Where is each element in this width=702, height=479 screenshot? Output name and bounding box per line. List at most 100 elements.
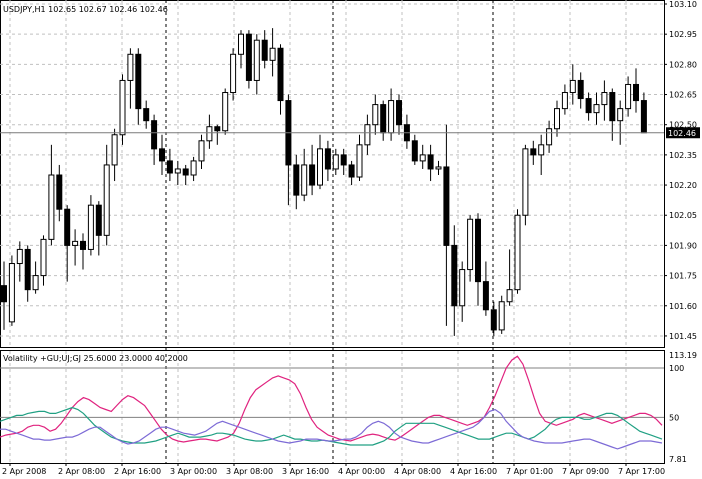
candle[interactable] — [80, 233, 86, 270]
candle[interactable] — [633, 68, 639, 113]
bull-candle-body — [269, 47, 276, 61]
candle[interactable] — [253, 34, 260, 95]
indicator-grid — [0, 351, 664, 463]
candle[interactable] — [601, 80, 608, 121]
candle[interactable] — [427, 144, 434, 182]
candle[interactable] — [119, 74, 126, 145]
time-tick-label: 4 Apr 08:00 — [394, 467, 441, 476]
bull-candle-body — [127, 53, 134, 81]
candle[interactable] — [546, 120, 553, 153]
candle[interactable] — [554, 100, 560, 137]
candle[interactable] — [214, 124, 221, 145]
candle[interactable] — [617, 100, 624, 145]
candle[interactable] — [95, 201, 102, 256]
price-tick-label: 102.95 — [669, 30, 697, 39]
candles-layer[interactable] — [1, 28, 647, 336]
candle[interactable] — [182, 164, 189, 186]
candle[interactable] — [538, 134, 545, 175]
candle[interactable] — [269, 28, 276, 77]
candle[interactable] — [143, 100, 150, 129]
candle[interactable] — [451, 225, 458, 336]
bull-candle-body — [554, 108, 560, 130]
candle[interactable] — [159, 134, 165, 175]
candle[interactable] — [190, 156, 197, 182]
candle[interactable] — [309, 144, 316, 196]
bear-candle-body — [245, 33, 252, 81]
candle[interactable] — [206, 114, 213, 149]
candle[interactable] — [625, 76, 632, 117]
candle[interactable] — [317, 134, 323, 190]
candle[interactable] — [332, 148, 339, 175]
candle[interactable] — [238, 30, 244, 69]
candle[interactable] — [56, 164, 63, 222]
candle[interactable] — [435, 160, 442, 175]
current-price-label: 102.46 — [668, 129, 696, 138]
candle[interactable] — [459, 261, 466, 322]
time-tick-label: 2 Apr 16:00 — [114, 467, 161, 476]
candle[interactable] — [127, 48, 134, 109]
candle[interactable] — [135, 48, 142, 125]
candle[interactable] — [411, 134, 418, 165]
candle[interactable] — [16, 241, 23, 282]
candle[interactable] — [506, 249, 513, 306]
candle[interactable] — [8, 255, 15, 326]
candle[interactable] — [514, 209, 521, 294]
bear-candle-body — [95, 204, 102, 236]
price-tick-label: 102.65 — [669, 91, 697, 100]
bull-candle-body — [332, 154, 339, 170]
candle[interactable] — [585, 92, 592, 121]
bull-candle-body — [467, 218, 474, 271]
candle[interactable] — [198, 134, 205, 169]
candle[interactable] — [356, 134, 363, 182]
candle[interactable] — [174, 160, 181, 186]
candle[interactable] — [222, 88, 229, 135]
bull-candle-body — [230, 53, 237, 94]
candle[interactable] — [245, 30, 252, 89]
indicator-lines[interactable] — [0, 355, 663, 450]
candle[interactable] — [32, 261, 39, 294]
candle[interactable] — [340, 148, 347, 175]
candle[interactable] — [396, 94, 402, 135]
candle[interactable] — [230, 48, 237, 101]
candle[interactable] — [48, 144, 55, 246]
candle[interactable] — [372, 94, 379, 135]
candle[interactable] — [348, 160, 355, 186]
candle[interactable] — [522, 144, 529, 226]
candle[interactable] — [40, 235, 47, 286]
candle[interactable] — [166, 148, 173, 182]
candle[interactable] — [324, 140, 331, 182]
candle[interactable] — [609, 88, 616, 141]
candle[interactable] — [364, 114, 371, 155]
bear-candle-body — [427, 154, 434, 170]
price-axis[interactable]: 103.10 102.95 102.80 102.65 102.50 102.35 102.… — [664, 0, 697, 341]
candle[interactable] — [498, 295, 505, 334]
candle[interactable] — [103, 144, 110, 246]
candle[interactable] — [482, 261, 489, 316]
bear-candle-body — [80, 240, 86, 250]
candle[interactable] — [151, 114, 158, 165]
candle[interactable] — [111, 128, 118, 182]
time-tick-label: 7 Apr 09:00 — [562, 467, 609, 476]
candle[interactable] — [561, 84, 568, 115]
candle[interactable] — [475, 213, 481, 306]
candle[interactable] — [490, 301, 497, 336]
candle[interactable] — [87, 195, 94, 256]
candle[interactable] — [569, 64, 576, 105]
candle[interactable] — [64, 205, 71, 282]
candle[interactable] — [24, 245, 31, 302]
candle[interactable] — [293, 154, 300, 210]
bull-candle-body — [506, 289, 513, 303]
candle[interactable] — [530, 140, 537, 165]
bull-candle-body — [72, 240, 79, 246]
candle[interactable] — [593, 92, 600, 125]
candle[interactable] — [419, 144, 426, 169]
candle[interactable] — [72, 229, 79, 266]
candle[interactable] — [1, 261, 7, 330]
candle[interactable] — [443, 124, 450, 326]
candle[interactable] — [277, 44, 284, 115]
candle[interactable] — [577, 72, 584, 109]
candle[interactable] — [467, 215, 474, 282]
candle[interactable] — [301, 148, 308, 202]
candle[interactable] — [261, 30, 268, 69]
